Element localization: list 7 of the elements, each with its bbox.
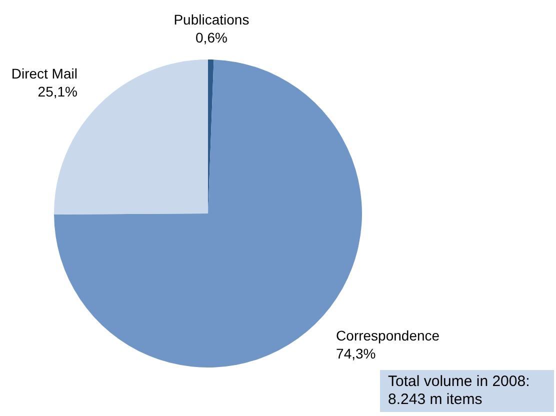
slice-label: Correspondence <box>336 327 440 344</box>
data-label: 74,3% <box>336 345 376 362</box>
text: Total volume in 2008: 8.243 m items <box>388 373 531 409</box>
slice-label: Direct Mail <box>11 66 78 82</box>
data-label: 25,1% <box>38 84 78 100</box>
data-label: 0,6% <box>196 29 228 46</box>
slice-label: Publications <box>174 11 250 28</box>
